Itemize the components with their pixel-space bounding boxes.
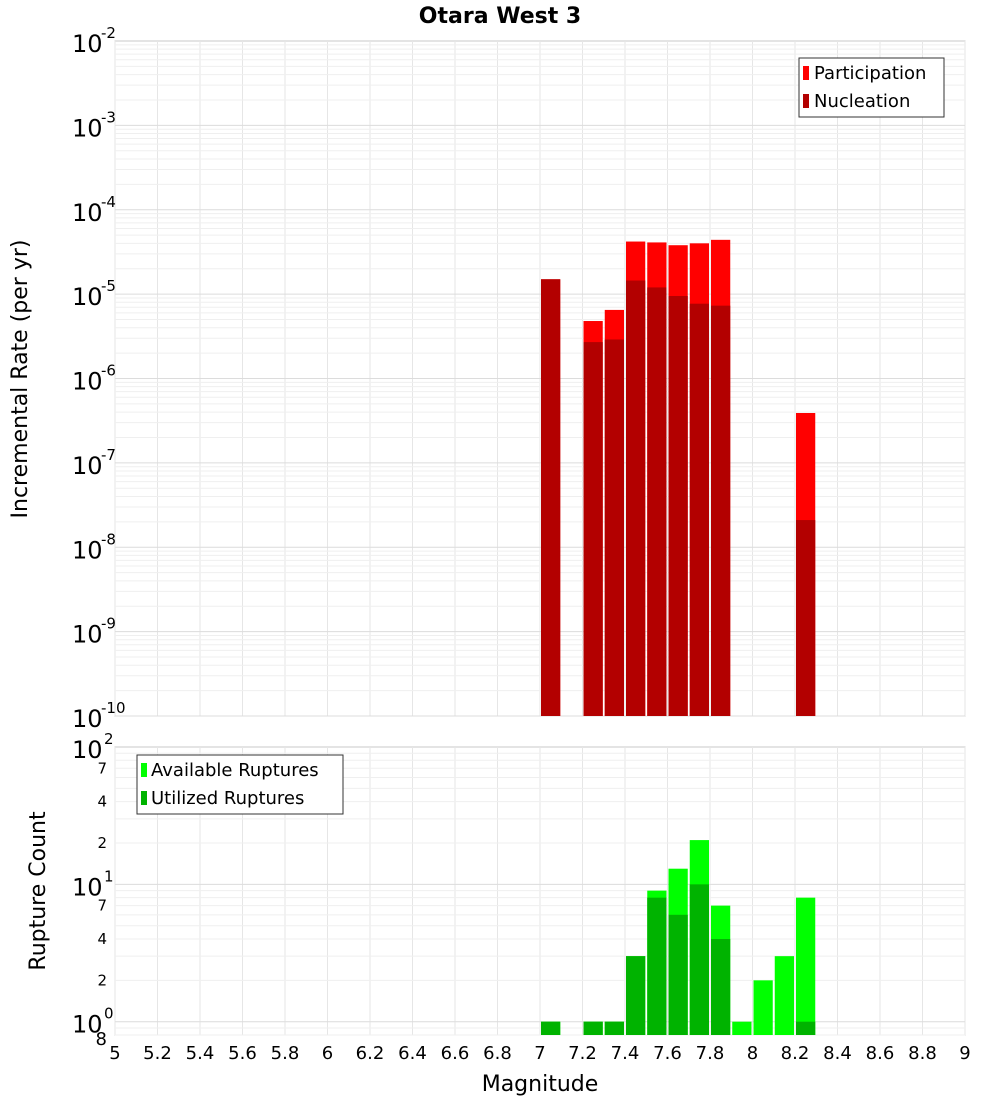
bar-available-ruptures-8.25 xyxy=(796,897,816,1035)
bar-nucleation-7.25 xyxy=(583,342,603,716)
x-ticks: 5 5.2 5.4 5.6 5.8 6 6.2 6.4 6.6 6.8 7 7.2 7.4 7.6 7.8 8… xyxy=(109,1043,970,1064)
bar-nucleation-8.25 xyxy=(796,520,816,716)
legend-label-participation: Participation xyxy=(814,63,926,84)
top-y-tick-exponent: -6 xyxy=(101,362,116,380)
top-y-tick-exponent: -9 xyxy=(101,615,116,633)
bottom-y-tick-label: 10 xyxy=(72,736,103,764)
bottom-y-axis-label: Rupture Count xyxy=(26,811,51,971)
top-y-tick-exponent: -4 xyxy=(101,193,116,211)
x-tick-label: 6.4 xyxy=(398,1043,427,1064)
legend-swatch-nucleation xyxy=(803,94,809,108)
bar-utilized-ruptures-7.85 xyxy=(711,939,731,1035)
bar-available-ruptures-8.05 xyxy=(753,980,773,1035)
x-tick-label: 7.4 xyxy=(611,1043,640,1064)
x-tick-label: 8.2 xyxy=(781,1043,810,1064)
x-tick-label: 5 xyxy=(109,1043,120,1064)
bar-nucleation-7.85 xyxy=(711,305,731,716)
bottom-y-tick-label: 2 xyxy=(97,971,107,989)
bottom-y-tick-label: 10 xyxy=(72,1011,103,1039)
top-gridlines xyxy=(114,41,966,717)
x-tick-label: 6.6 xyxy=(441,1043,470,1064)
bar-utilized-ruptures-7.35 xyxy=(604,1021,624,1035)
x-tick-label: 9 xyxy=(959,1043,970,1064)
top-legend: Participation Nucleation xyxy=(798,57,945,118)
top-legend-box xyxy=(798,57,945,118)
top-y-tick-label: 10 xyxy=(72,368,103,396)
x-tick-label: 7.8 xyxy=(696,1043,725,1064)
legend-swatch-utilized xyxy=(141,791,147,805)
top-y-tick-label: 10 xyxy=(72,705,103,733)
bottom-y-tick-exponent: 2 xyxy=(104,730,114,748)
bar-available-ruptures-7.95 xyxy=(732,1021,752,1035)
top-y-axis-label: Incremental Rate (per yr) xyxy=(8,240,33,519)
bar-utilized-ruptures-7.55 xyxy=(647,897,667,1035)
top-y-tick-exponent: -5 xyxy=(101,277,116,295)
bottom-legend-box xyxy=(136,754,344,815)
x-tick-label: 8.6 xyxy=(866,1043,895,1064)
bottom-y-tick-label: 7 xyxy=(97,897,107,915)
top-y-tick-label: 10 xyxy=(72,114,103,142)
x-tick-label: 5.8 xyxy=(271,1043,300,1064)
top-y-tick-exponent: -3 xyxy=(101,108,116,126)
bar-nucleation-7.35 xyxy=(604,339,624,716)
bottom-bars xyxy=(541,840,816,1035)
bar-nucleation-7.05 xyxy=(541,279,561,716)
bottom-y-tick-label: 7 xyxy=(97,759,107,777)
legend-label-nucleation: Nucleation xyxy=(814,91,910,112)
bottom-y-tick-label: 2 xyxy=(97,834,107,852)
top-y-tick-label: 10 xyxy=(72,199,103,227)
top-y-tick-exponent: -7 xyxy=(101,446,116,464)
bottom-y-tick-exponent: 1 xyxy=(104,867,114,885)
top-y-tick-exponent: -2 xyxy=(101,24,116,42)
legend-swatch-available xyxy=(141,763,147,777)
x-tick-label: 8.4 xyxy=(823,1043,852,1064)
bottom-y-tick-label: 10 xyxy=(72,873,103,901)
bottom-y-tick-label: 4 xyxy=(97,930,107,948)
bottom-legend: Available Ruptures Utilized Ruptures xyxy=(136,754,344,815)
bar-nucleation-7.75 xyxy=(689,303,709,716)
x-tick-label: 6.8 xyxy=(483,1043,512,1064)
top-bars xyxy=(541,239,816,717)
x-tick-label: 8 xyxy=(747,1043,758,1064)
x-tick-label: 8.8 xyxy=(908,1043,937,1064)
bottom-y-tick-label: 4 xyxy=(97,793,107,811)
top-y-tick-label: 10 xyxy=(72,621,103,649)
x-axis-label: Magnitude xyxy=(482,1072,599,1097)
x-tick-label: 7 xyxy=(534,1043,545,1064)
bar-utilized-ruptures-7.25 xyxy=(583,1021,603,1035)
bar-nucleation-7.55 xyxy=(647,287,667,716)
x-tick-label: 5.2 xyxy=(143,1043,172,1064)
bar-available-ruptures-8.15 xyxy=(774,956,794,1035)
top-y-tick-label: 10 xyxy=(72,30,103,58)
x-tick-label: 6.2 xyxy=(356,1043,385,1064)
bar-utilized-ruptures-8.25 xyxy=(796,1021,816,1035)
bar-utilized-ruptures-7.75 xyxy=(689,884,709,1035)
top-y-tick-label: 10 xyxy=(72,283,103,311)
x-tick-label: 7.6 xyxy=(653,1043,682,1064)
x-tick-label: 5.4 xyxy=(186,1043,215,1064)
x-tick-label: 5.6 xyxy=(228,1043,257,1064)
bottom-y-tick-exponent: 0 xyxy=(104,1005,114,1023)
bar-utilized-ruptures-7.05 xyxy=(541,1021,561,1035)
chart-title: Otara West 3 xyxy=(419,4,581,29)
bottom-y-tick-label: 8 xyxy=(96,1029,107,1050)
top-y-tick-exponent: -8 xyxy=(101,530,116,548)
legend-label-utilized: Utilized Ruptures xyxy=(151,788,304,809)
bar-utilized-ruptures-7.65 xyxy=(668,914,688,1035)
x-tick-label: 7.2 xyxy=(568,1043,597,1064)
top-y-tick-label: 10 xyxy=(72,452,103,480)
bar-nucleation-7.65 xyxy=(668,296,688,716)
top-y-tick-exponent: -10 xyxy=(101,699,126,717)
x-tick-label: 6 xyxy=(322,1043,333,1064)
bar-nucleation-7.45 xyxy=(626,280,646,716)
legend-label-available: Available Ruptures xyxy=(151,760,319,781)
top-y-tick-label: 10 xyxy=(72,536,103,564)
legend-swatch-participation xyxy=(803,66,809,80)
bar-utilized-ruptures-7.45 xyxy=(626,956,646,1035)
